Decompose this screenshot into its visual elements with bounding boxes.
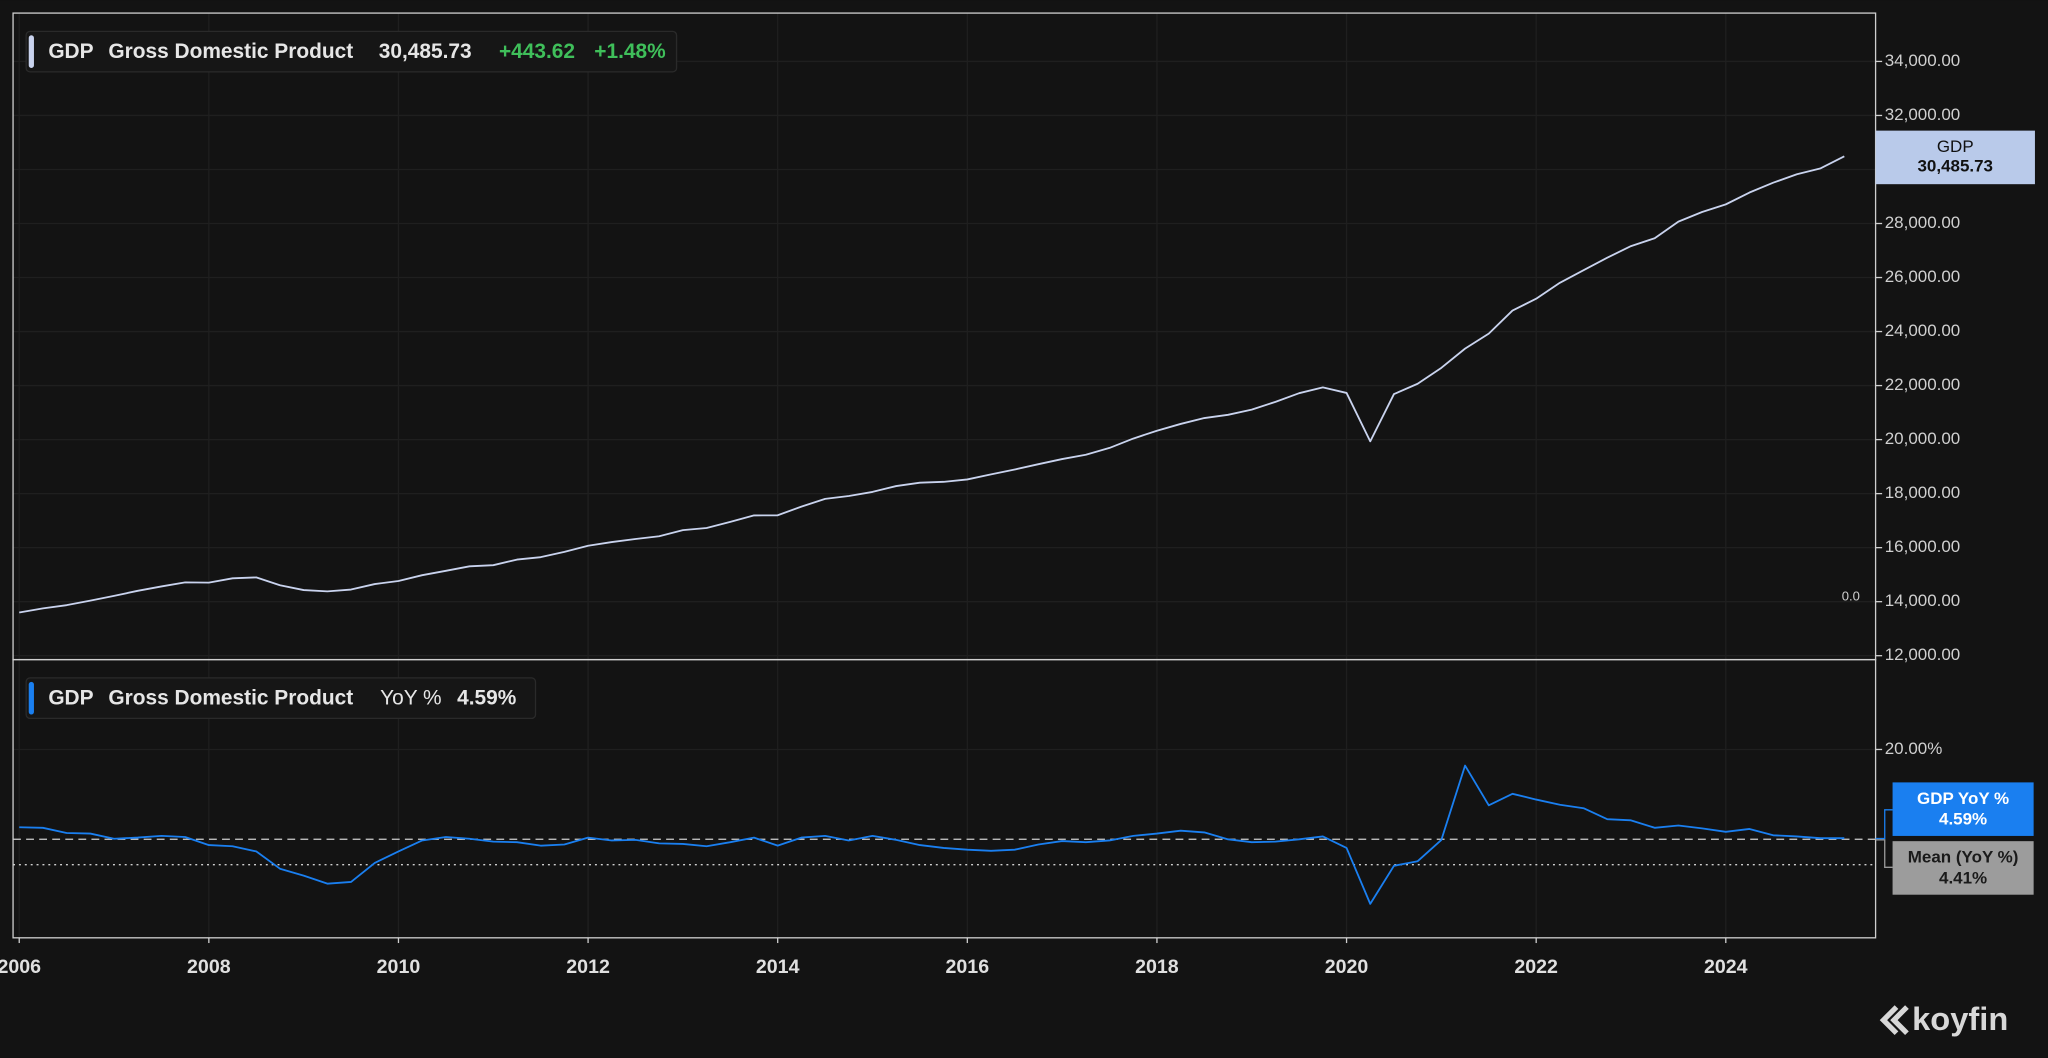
y-tick-label: 20.00% — [1885, 739, 1943, 758]
y-tick-label: 26,000.00 — [1885, 267, 1961, 286]
x-tick-label: 2012 — [566, 956, 610, 978]
legend-name: Gross Domestic Product — [108, 686, 353, 709]
legend-ticker: GDP — [48, 686, 93, 709]
label-value: 30,485.73 — [1918, 157, 1994, 176]
series-line — [19, 155, 1845, 614]
label-name: GDP — [1937, 137, 1974, 156]
x-tick-label: 2016 — [946, 956, 990, 978]
legend-change: +443.62 — [499, 40, 575, 63]
y-tick-label: 22,000.00 — [1885, 375, 1961, 394]
legend-swatch — [28, 35, 34, 68]
legend-swatch — [28, 681, 34, 715]
legend-ticker: GDP — [48, 40, 93, 63]
legend-box — [25, 677, 537, 720]
brand-name: koyfin — [1912, 1000, 2008, 1037]
bottom-panel-border — [12, 658, 1877, 939]
y-tick-label: 28,000.00 — [1885, 213, 1961, 232]
x-tick-label: 2018 — [1135, 956, 1179, 978]
y-tick-label: 14,000.00 — [1885, 591, 1961, 610]
x-tick-label: 2014 — [756, 956, 800, 978]
legend-box — [25, 30, 678, 73]
connector — [1875, 809, 1893, 840]
legend-value: 4.59% — [457, 686, 517, 709]
label-box — [1892, 841, 2034, 895]
legend-value: 30,485.73 — [379, 40, 472, 63]
legend-measure: YoY % — [380, 686, 442, 709]
x-tick-label: 2020 — [1325, 956, 1369, 978]
last-value-label-top: GDP 30,485.73 — [1875, 130, 2035, 185]
brand-logo: koyfin — [1879, 1000, 2008, 1037]
y-tick-label: 20,000.00 — [1885, 429, 1961, 448]
connector — [1875, 839, 1893, 868]
legend-bottom: GDP Gross Domestic Product YoY % 4.59% — [25, 677, 537, 720]
x-tick-label: 2024 — [1704, 956, 1748, 978]
y-tick-label: 34,000.00 — [1885, 51, 1961, 70]
y-tick-label: 24,000.00 — [1885, 321, 1961, 340]
last-value-label-bottom: GDP YoY % 4.59% — [1875, 782, 2034, 840]
x-tick-label: 2022 — [1514, 956, 1558, 978]
x-tick-label: 2006 — [0, 956, 41, 978]
x-tick-label: 2010 — [377, 956, 421, 978]
label-value: 4.41% — [1939, 869, 1987, 888]
label-name: GDP YoY % — [1917, 789, 2009, 808]
y-tick-label: 32,000.00 — [1885, 105, 1961, 124]
legend-change-pct: +1.48% — [594, 40, 666, 63]
x-tick-label: 2008 — [187, 956, 231, 978]
y-tick-label: 12,000.00 — [1885, 645, 1961, 664]
legend-top: GDP Gross Domestic Product 30,485.73 +44… — [25, 30, 678, 73]
y-tick-label: 18,000.00 — [1885, 483, 1961, 502]
legend-name: Gross Domestic Product — [108, 40, 353, 63]
note-tick-label: 0.0 — [1842, 588, 1860, 603]
mean-label: Mean (YoY %) 4.41% — [1875, 839, 2034, 895]
label-box — [1875, 130, 2035, 185]
label-value: 4.59% — [1939, 810, 1987, 829]
label-name: Mean (YoY %) — [1908, 848, 2019, 867]
y-tick-label: 16,000.00 — [1885, 537, 1961, 556]
logo-icon — [1879, 1005, 1909, 1036]
label-box — [1892, 782, 2034, 836]
series-line — [19, 764, 1845, 905]
